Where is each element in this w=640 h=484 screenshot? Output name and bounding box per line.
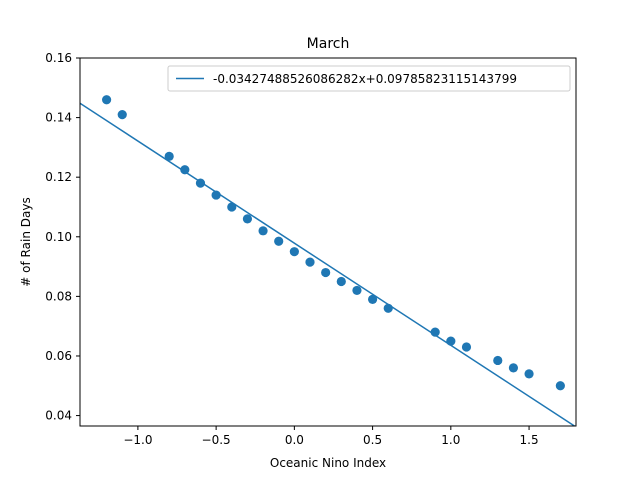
y-tick-label: 0.12 <box>45 170 72 184</box>
data-point <box>321 267 331 278</box>
data-point <box>274 236 284 246</box>
chart-title: March <box>307 36 350 52</box>
data-point <box>367 294 378 304</box>
data-point <box>195 178 206 188</box>
x-tick-label: 1.0 <box>441 433 460 447</box>
data-point <box>164 151 174 161</box>
data-point <box>289 247 299 257</box>
data-point <box>508 363 519 373</box>
y-tick-label: 0.04 <box>45 409 72 423</box>
legend-label: -0.03427488526086282x+0.0978582311514379… <box>213 72 517 86</box>
x-axis-label: Oceanic Nino Index <box>270 456 386 470</box>
data-point <box>258 226 268 236</box>
data-point <box>305 257 315 267</box>
y-tick-label: 0.16 <box>45 51 72 65</box>
data-point <box>227 202 237 212</box>
data-point <box>555 381 565 391</box>
data-point <box>430 327 440 337</box>
x-tick-label: 1.5 <box>520 433 539 447</box>
x-axis: −1.0 −0.5 0.0 0.5 1.0 1.5 <box>123 426 539 447</box>
data-point <box>383 303 393 313</box>
data-point <box>493 355 503 366</box>
data-point <box>242 214 253 224</box>
data-point <box>180 165 190 175</box>
data-point <box>211 190 221 200</box>
y-tick-label: 0.06 <box>45 349 72 363</box>
y-tick-label: 0.14 <box>45 111 72 125</box>
y-axis-label: # of Rain Days <box>19 197 33 286</box>
data-point <box>101 95 112 105</box>
plot-frame <box>79 57 577 427</box>
x-tick-label: −1.0 <box>123 433 152 447</box>
plot-area <box>79 57 577 427</box>
data-point <box>446 336 456 346</box>
data-point <box>117 110 127 120</box>
y-axis: 0.04 0.06 0.08 0.10 0.12 0.14 0.16 <box>45 51 80 423</box>
data-point <box>352 285 362 296</box>
data-point <box>524 369 534 379</box>
y-tick-label: 0.08 <box>45 289 72 303</box>
y-tick-label: 0.10 <box>45 230 72 244</box>
x-tick-label: 0.0 <box>285 433 304 447</box>
legend: -0.03427488526086282x+0.0978582311514379… <box>167 65 571 92</box>
fit-line <box>80 102 576 426</box>
x-tick-label: −0.5 <box>202 433 231 447</box>
data-point <box>461 342 472 352</box>
x-tick-label: 0.5 <box>363 433 382 447</box>
data-point <box>336 276 346 287</box>
legend-box <box>167 65 571 92</box>
